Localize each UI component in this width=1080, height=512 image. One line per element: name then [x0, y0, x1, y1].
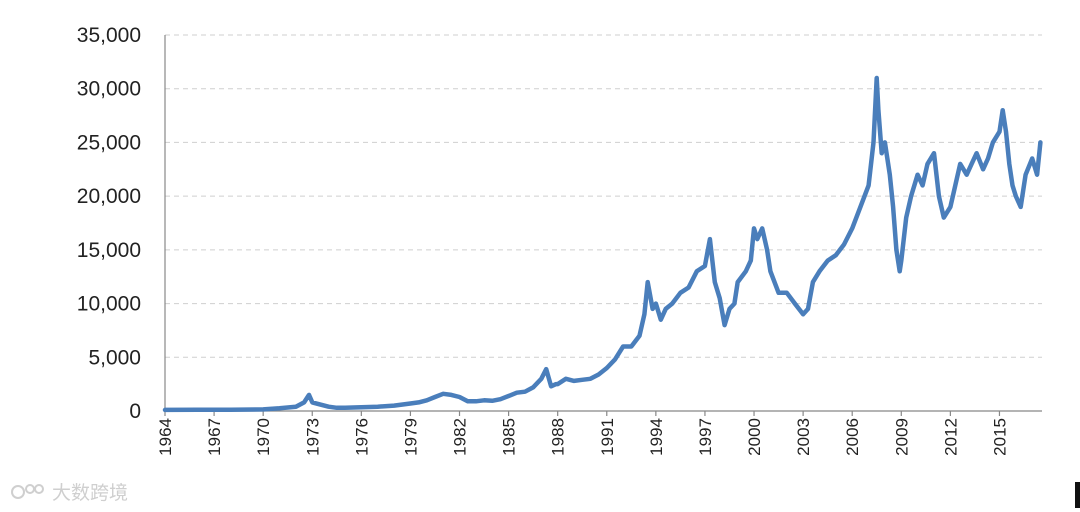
x-tick-label: 2000: [745, 418, 764, 456]
x-axis-ticks: 1964 1967 1970 1973 1976 1979 1982 1985 1988 1991…: [156, 411, 1009, 456]
x-tick-label: 1991: [598, 418, 617, 456]
x-tick-label: 1997: [696, 418, 715, 456]
x-tick-label: 1985: [500, 418, 519, 456]
y-axis-ticks: 0 5,000 10,000 15,000 20,000 25,000 30,000 35,0…: [77, 24, 141, 423]
y-tick-label: 25,000: [77, 131, 141, 154]
watermark: 大数跨境: [10, 478, 128, 505]
x-tick-label: 1967: [205, 418, 224, 456]
x-tick-label: 2003: [794, 418, 813, 456]
x-tick-label: 1964: [156, 418, 175, 456]
y-tick-label: 20,000: [77, 185, 141, 208]
x-tick-label: 1979: [401, 418, 420, 456]
y-tick-label: 35,000: [77, 24, 141, 47]
x-tick-label: 1982: [451, 418, 470, 456]
y-tick-label: 0: [129, 400, 141, 423]
corner-mark: [1075, 482, 1080, 508]
watermark-logo-icon: [11, 483, 44, 499]
x-tick-label: 2006: [843, 418, 862, 456]
x-tick-label: 1994: [647, 418, 666, 456]
watermark-text: 大数跨境: [52, 482, 129, 504]
x-tick-label: 1988: [549, 418, 568, 456]
series-line: [162, 75, 1043, 413]
x-tick-label: 1976: [352, 418, 371, 456]
y-tick-label: 5,000: [88, 346, 141, 369]
x-tick-label: 2015: [990, 418, 1009, 456]
x-tick-label: 2012: [941, 418, 960, 456]
x-tick-label: 2009: [892, 418, 911, 456]
series-layer: [162, 75, 1043, 413]
y-tick-label: 30,000: [77, 78, 141, 101]
y-tick-label: 15,000: [77, 239, 141, 262]
y-tick-label: 10,000: [77, 293, 141, 316]
x-tick-label: 1973: [303, 418, 322, 456]
x-tick-label: 1970: [254, 418, 273, 456]
